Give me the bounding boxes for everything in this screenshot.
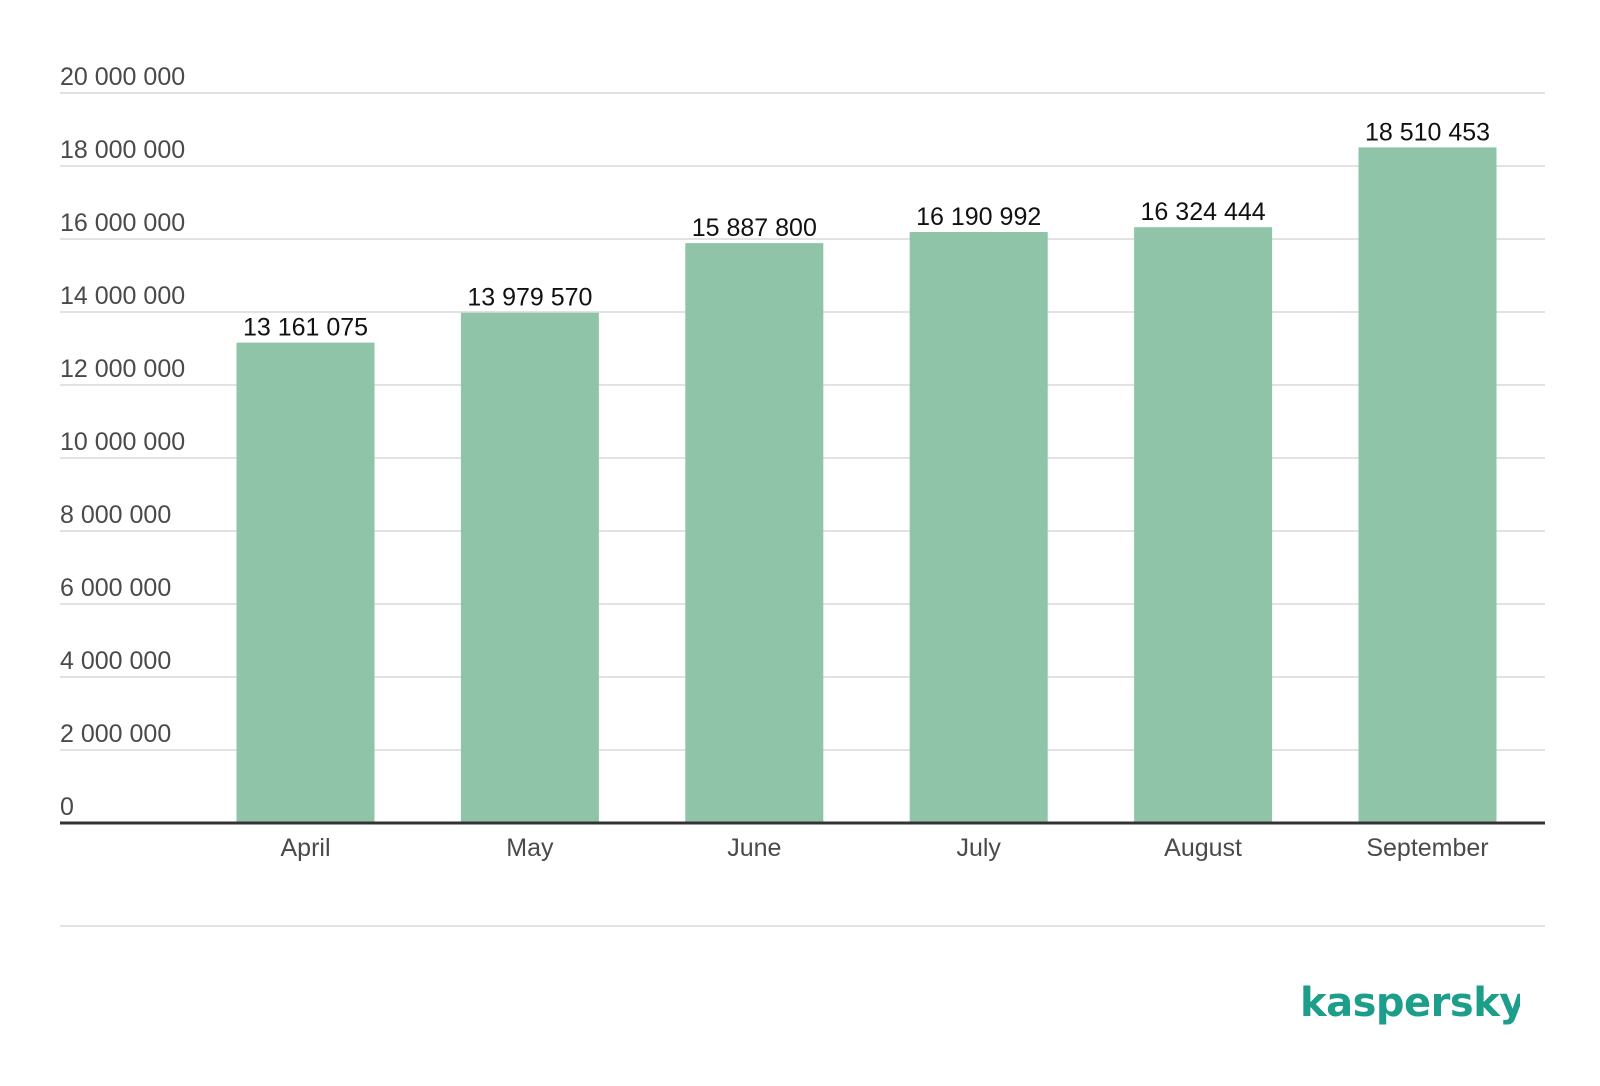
y-tick-label: 18 000 000 <box>60 136 185 164</box>
x-tick-label: May <box>506 834 554 862</box>
data-label: 18 510 453 <box>1365 118 1490 146</box>
x-tick-label: April <box>280 834 330 862</box>
y-tick-label: 20 000 000 <box>60 63 185 91</box>
y-tick-label: 6 000 000 <box>60 574 171 602</box>
data-label: 13 161 075 <box>243 314 368 342</box>
y-tick-label: 12 000 000 <box>60 355 185 383</box>
bar-august <box>1134 227 1273 824</box>
y-tick-label: 14 000 000 <box>60 282 185 310</box>
bar-april <box>236 342 375 823</box>
bar-july <box>909 232 1048 823</box>
value-labels: 13 161 075 13 979 570 15 887 800 16 190 992… <box>243 118 1490 341</box>
x-tick-label: September <box>1366 834 1488 862</box>
kaspersky-wordmark: kaspersky <box>1300 980 1520 1026</box>
data-label: 13 979 570 <box>467 284 592 312</box>
x-tick-label: July <box>956 834 1001 862</box>
y-tick-label: 0 <box>60 793 74 821</box>
data-label: 16 324 444 <box>1141 198 1266 226</box>
y-tick-label: 4 000 000 <box>60 647 171 675</box>
x-axis-ticks: April May June July August September <box>280 834 1488 862</box>
data-label: 16 190 992 <box>916 203 1041 231</box>
bar-june <box>685 243 824 823</box>
y-tick-label: 2 000 000 <box>60 720 171 748</box>
x-tick-label: June <box>727 834 781 862</box>
x-tick-label: August <box>1164 834 1242 862</box>
bar-may <box>460 312 599 823</box>
y-tick-label: 10 000 000 <box>60 428 185 456</box>
bars <box>236 147 1497 824</box>
kaspersky-logo: kaspersky <box>1300 980 1520 1026</box>
y-axis-ticks: 0 2 000 000 4 000 000 6 000 000 8 000 000 10 … <box>60 63 185 821</box>
y-tick-label: 8 000 000 <box>60 501 171 529</box>
data-label: 15 887 800 <box>692 214 817 242</box>
y-tick-label: 16 000 000 <box>60 209 185 237</box>
bar-september <box>1358 147 1497 823</box>
